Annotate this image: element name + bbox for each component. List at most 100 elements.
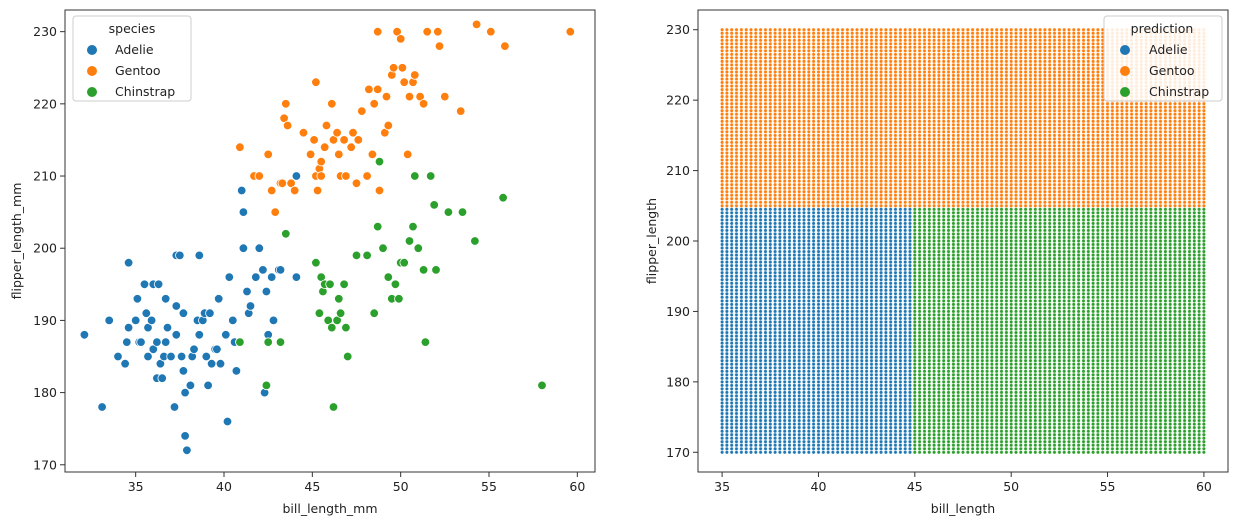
grid-point	[956, 196, 961, 201]
grid-point	[855, 161, 859, 166]
grid-point	[869, 140, 874, 145]
grid-point	[937, 80, 941, 85]
grid-point	[1033, 31, 1038, 36]
grid-point	[1091, 48, 1095, 53]
grid-point	[845, 91, 850, 95]
grid-point	[1124, 165, 1129, 169]
grid-point	[1076, 140, 1081, 145]
grid-point	[941, 94, 946, 99]
grid-point	[970, 105, 975, 110]
grid-point	[840, 189, 845, 194]
grid-point	[874, 41, 879, 46]
grid-point	[1057, 119, 1062, 124]
grid-point	[758, 122, 763, 127]
grid-point	[922, 154, 927, 159]
grid-point	[1096, 70, 1100, 74]
grid-point	[985, 144, 989, 148]
grid-point	[946, 122, 951, 127]
grid-point	[869, 137, 874, 141]
grid-point	[826, 165, 830, 169]
grid-point	[729, 73, 734, 78]
grid-point	[932, 193, 936, 198]
grid-point	[806, 182, 811, 187]
grid-point	[739, 203, 744, 208]
grid-point	[975, 193, 980, 198]
grid-point	[826, 98, 830, 102]
grid-point	[869, 115, 874, 120]
grid-point	[937, 193, 941, 198]
grid-point	[729, 112, 734, 117]
grid-point	[797, 108, 802, 113]
grid-point	[884, 38, 888, 43]
grid-point	[1043, 91, 1047, 95]
grid-point	[1134, 151, 1139, 155]
grid-point	[850, 101, 855, 106]
grid-point	[1163, 165, 1168, 169]
grid-point	[720, 203, 724, 208]
grid-point	[903, 137, 908, 141]
grid-point	[1071, 41, 1076, 46]
grid-point	[782, 140, 787, 145]
grid-point	[985, 112, 989, 117]
grid-point	[1057, 59, 1062, 64]
grid-point	[1018, 56, 1023, 60]
grid-point	[816, 126, 821, 131]
grid-point	[884, 59, 888, 64]
grid-point	[965, 31, 970, 36]
grid-point	[922, 94, 927, 99]
grid-point	[797, 101, 802, 106]
grid-point	[1110, 151, 1115, 155]
grid-point	[980, 186, 985, 191]
data-point	[201, 351, 212, 362]
grid-point	[1163, 158, 1168, 162]
grid-point	[1018, 77, 1023, 81]
grid-point	[744, 186, 749, 191]
grid-point	[951, 73, 956, 78]
grid-point	[1100, 101, 1105, 106]
grid-point	[797, 38, 802, 43]
grid-point	[811, 91, 816, 95]
grid-point	[1149, 140, 1153, 145]
grid-point	[758, 182, 763, 187]
grid-point	[826, 172, 830, 176]
grid-point	[1076, 63, 1081, 67]
grid-point	[729, 161, 734, 166]
y-tick-label: 220	[33, 96, 57, 111]
grid-point	[888, 115, 893, 120]
grid-point	[1120, 158, 1124, 162]
grid-point	[806, 101, 811, 106]
grid-point	[1139, 133, 1144, 138]
grid-point	[734, 34, 739, 39]
grid-point	[744, 168, 749, 173]
grid-point	[1023, 77, 1028, 81]
grid-point	[980, 147, 985, 152]
grid-point	[845, 66, 850, 71]
grid-point	[792, 31, 797, 36]
grid-point	[946, 73, 951, 78]
grid-point	[1014, 101, 1018, 106]
grid-point	[970, 80, 975, 85]
grid-point	[734, 94, 739, 99]
grid-point	[975, 52, 980, 57]
grid-point	[975, 105, 980, 110]
grid-point	[787, 179, 792, 183]
grid-point	[1091, 56, 1095, 60]
grid-point	[1014, 70, 1018, 74]
grid-point	[787, 126, 792, 131]
grid-point	[840, 101, 845, 106]
grid-point	[782, 179, 787, 183]
grid-point	[874, 200, 879, 205]
grid-point	[1023, 34, 1028, 39]
grid-point	[753, 87, 758, 92]
grid-point	[946, 126, 951, 131]
grid-point	[1086, 105, 1091, 110]
grid-point	[1018, 151, 1023, 155]
grid-point	[903, 189, 908, 194]
grid-point	[749, 87, 753, 92]
grid-point	[782, 189, 787, 194]
grid-point	[1124, 122, 1129, 127]
grid-point	[855, 147, 859, 152]
grid-point	[941, 175, 946, 180]
grid-point	[1153, 129, 1158, 134]
grid-point	[879, 133, 883, 138]
